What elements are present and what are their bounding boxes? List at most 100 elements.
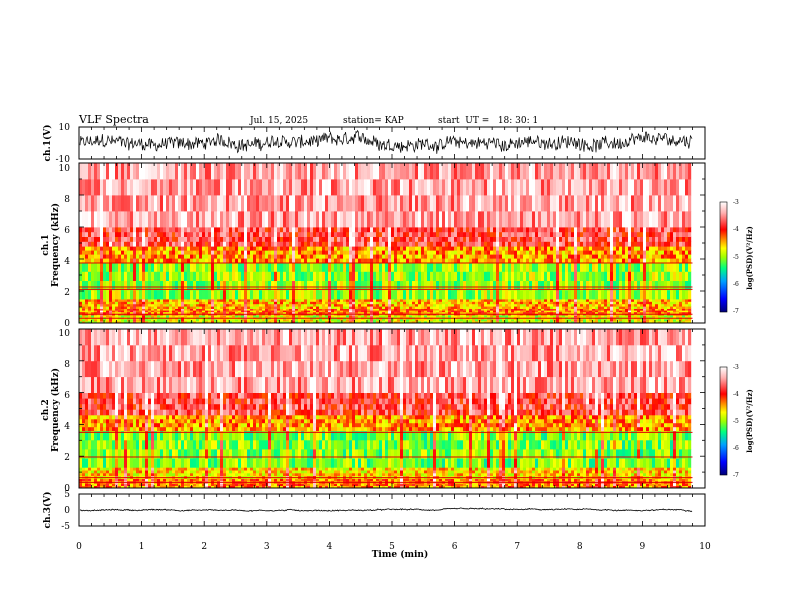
spectrogram-cell xyxy=(496,315,500,318)
spectrogram-cell xyxy=(388,236,392,242)
spectrogram-cell xyxy=(265,250,269,255)
spectrogram-cell xyxy=(526,271,530,281)
spectrogram-cell xyxy=(262,246,266,251)
spectrogram-cell xyxy=(169,319,173,322)
spectrogram-cell xyxy=(574,254,578,259)
spectrogram-cell xyxy=(580,289,584,300)
spectrogram-cell xyxy=(121,306,125,309)
spectrogram-cell xyxy=(583,315,587,318)
spectrogram-cell xyxy=(352,163,356,180)
spectrogram-cell xyxy=(601,231,605,237)
spectrogram-cell xyxy=(247,254,251,259)
spectrogram-cell xyxy=(499,179,503,196)
spectrogram-cell xyxy=(280,246,284,251)
spectrogram-cell xyxy=(565,262,569,272)
spectrogram-cell xyxy=(313,321,317,324)
spectrogram-cell xyxy=(502,308,506,311)
spectrogram-cell xyxy=(397,299,401,302)
spectrogram-cell xyxy=(196,299,200,302)
spectrogram-cell xyxy=(202,303,206,307)
spectrogram-cell xyxy=(472,311,476,314)
spectrogram-cell xyxy=(589,250,593,255)
spectrogram-cell xyxy=(436,262,440,272)
spectrogram-cell xyxy=(346,315,350,318)
spectrogram-cell xyxy=(292,303,296,307)
spectrogram-cell xyxy=(355,179,359,196)
spectrogram-cell xyxy=(292,289,296,300)
spectrogram-cell xyxy=(580,262,584,272)
spectrogram-cell xyxy=(481,299,485,302)
spectrogram-cell xyxy=(208,236,212,242)
spectrogram-cell xyxy=(328,311,332,314)
spectrogram-cell xyxy=(388,241,392,247)
spectrogram-cell xyxy=(529,254,533,259)
spectrogram-cell xyxy=(79,163,83,180)
spectrogram-cell xyxy=(121,315,125,318)
spectrogram-cell xyxy=(595,231,599,237)
spectrogram-cell xyxy=(91,271,95,281)
spectrogram-cell xyxy=(364,211,368,228)
spectrogram-cell xyxy=(361,319,365,322)
spectrogram-cell xyxy=(583,271,587,281)
spectrogram-cell xyxy=(211,211,215,228)
spectrogram-cell xyxy=(331,289,335,300)
spectrogram-cell xyxy=(487,236,491,242)
spectrogram-cell xyxy=(109,310,113,313)
spectrogram-cell xyxy=(535,254,539,259)
spectrogram-cell xyxy=(451,227,455,233)
spectrogram-cell xyxy=(442,241,446,247)
spectrogram-cell xyxy=(592,301,596,305)
spectrogram-cell xyxy=(139,231,143,237)
spectrogram-cell xyxy=(409,258,413,263)
spectrogram-cell xyxy=(484,246,488,251)
spectrogram-cell xyxy=(559,310,563,313)
spectrogram-cell xyxy=(550,271,554,281)
spectrogram-cell xyxy=(265,299,269,302)
spectrogram-cell xyxy=(583,301,587,305)
spectrogram-cell xyxy=(259,306,263,309)
spectrogram-cell xyxy=(187,311,191,314)
spectrogram-cell xyxy=(184,301,188,305)
spectrogram-cell xyxy=(334,319,338,322)
spectrogram-cell xyxy=(355,211,359,228)
spectrogram-cell xyxy=(505,311,509,314)
spectrogram-cell xyxy=(364,258,368,263)
spectrogram-cell xyxy=(493,289,497,300)
spectrogram-cell xyxy=(478,315,482,318)
spectrogram-cell xyxy=(163,250,167,255)
spectrogram-cell xyxy=(478,289,482,300)
spectrogram-cell xyxy=(376,195,380,212)
spectrogram-cell xyxy=(376,254,380,259)
spectrogram-cell xyxy=(274,301,278,305)
spectrogram-cell xyxy=(157,250,161,255)
spectrogram-cell xyxy=(154,179,158,196)
spectrogram-cell xyxy=(445,289,449,300)
spectrogram-cell xyxy=(607,227,611,233)
spectrogram-cell xyxy=(412,271,416,281)
spectrogram-cell xyxy=(208,227,212,233)
spectrogram-cell xyxy=(421,195,425,212)
spectrogram-cell xyxy=(175,236,179,242)
spectrogram-cell xyxy=(319,311,323,314)
spectrogram-cell xyxy=(454,321,458,324)
spectrogram-cell xyxy=(601,179,605,196)
spectrogram-cell xyxy=(175,195,179,212)
spectrogram-cell xyxy=(280,311,284,314)
spectrogram-cell xyxy=(463,289,467,300)
spectrogram-cell xyxy=(112,319,116,322)
spectrogram-cell xyxy=(535,258,539,263)
spectrogram-cell xyxy=(268,308,272,311)
spectrogram-cell xyxy=(196,179,200,196)
spectrogram-cell xyxy=(190,306,194,309)
spectrogram-cell xyxy=(232,258,236,263)
spectrogram-cell xyxy=(610,319,614,322)
spectrogram-cell xyxy=(388,254,392,259)
spectrogram-cell xyxy=(520,315,524,318)
spectrogram-cell xyxy=(145,289,149,300)
spectrogram-cell xyxy=(331,254,335,259)
spectrogram-cell xyxy=(520,299,524,302)
spectrogram-cell xyxy=(244,303,248,307)
spectrogram-cell xyxy=(259,258,263,263)
spectrogram-cell xyxy=(379,262,383,272)
spectrogram-cell xyxy=(139,250,143,255)
